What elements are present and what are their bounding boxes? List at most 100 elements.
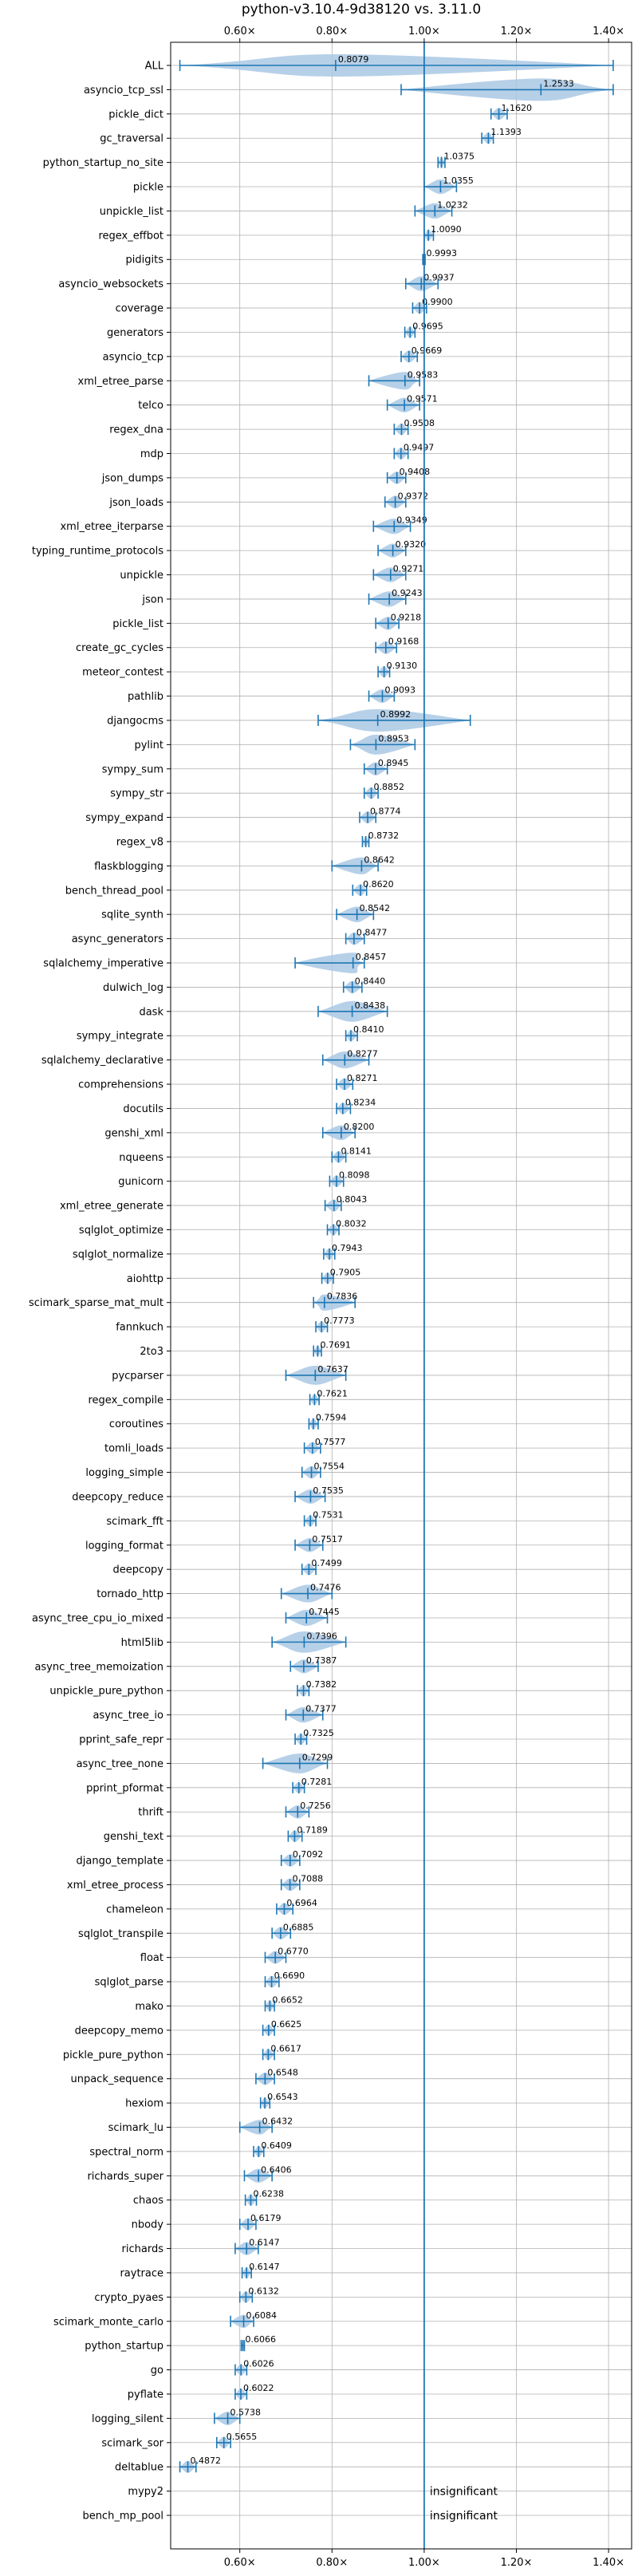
benchmark-label: pickle_pure_python	[63, 2049, 163, 2061]
value-label: 0.6022	[243, 2383, 274, 2393]
value-label: 0.7577	[315, 1437, 346, 1447]
benchmark-label: sympy_sum	[102, 763, 163, 775]
value-label: 0.9271	[393, 564, 424, 574]
value-label: 0.7517	[312, 1534, 343, 1544]
value-label: 0.7387	[306, 1655, 337, 1666]
benchmark-label: unpack_sequence	[70, 2073, 163, 2085]
benchmark-label: richards_super	[87, 2171, 163, 2183]
benchmark-label: html5lib	[121, 1637, 163, 1649]
benchmark-label: tomli_loads	[104, 1443, 163, 1455]
value-label: 1.1620	[502, 103, 533, 113]
benchmark-label: deepcopy_memo	[75, 2025, 163, 2037]
benchmark-label: gc_traversal	[100, 133, 163, 145]
value-label: 0.6409	[261, 2140, 292, 2151]
value-label: 0.8440	[355, 976, 386, 986]
benchmark-label: pickle_dict	[108, 108, 163, 120]
benchmark-label: create_gc_cycles	[76, 642, 163, 654]
value-label: 0.9349	[396, 515, 427, 526]
value-label: 0.9497	[404, 442, 435, 452]
value-label: 1.0375	[444, 152, 475, 162]
benchmark-label: json_dumps	[101, 472, 163, 484]
benchmark-label: logging_simple	[85, 1467, 163, 1479]
benchmark-label: xml_etree_process	[67, 1880, 163, 1892]
value-label: 0.8438	[355, 1000, 386, 1011]
value-label: 0.6406	[261, 2164, 292, 2175]
value-label: 0.7377	[305, 1704, 337, 1714]
benchmark-label: go	[151, 2365, 163, 2377]
chart-title: python-v3.10.4-9d38120 vs. 3.11.0	[242, 2, 481, 18]
benchmark-label: sympy_expand	[85, 812, 163, 824]
benchmark-label: json	[141, 594, 163, 606]
x-tick-label-top: 1.00×	[408, 26, 440, 37]
benchmark-label: regex_dna	[109, 424, 163, 436]
value-label: 0.7535	[313, 1485, 344, 1496]
value-label: 0.8477	[356, 928, 388, 938]
benchmark-label: python_startup_no_site	[43, 157, 163, 169]
value-label: 0.8410	[353, 1024, 384, 1035]
value-label: 1.0232	[437, 199, 468, 210]
value-label: 0.8945	[378, 758, 409, 768]
benchmark-label: mypy2	[128, 2486, 163, 2498]
benchmark-label: sqlite_synth	[101, 909, 163, 921]
benchmark-label: logging_silent	[92, 2413, 163, 2425]
benchmark-label: richards	[122, 2243, 164, 2255]
value-label: 0.7396	[306, 1631, 337, 1641]
x-tick-label-top: 0.80×	[316, 26, 348, 37]
benchmark-label: scimark_sor	[101, 2437, 163, 2449]
value-label: 0.8277	[347, 1049, 378, 1059]
benchmark-label: typing_runtime_protocols	[32, 546, 163, 558]
value-label: 0.7088	[293, 1873, 324, 1884]
value-label: 0.8271	[347, 1073, 378, 1083]
value-label: 0.7281	[301, 1777, 333, 1787]
benchmark-label: pycparser	[112, 1370, 163, 1382]
value-label: 0.6964	[286, 1898, 317, 1908]
benchmark-label: unpickle	[120, 570, 163, 582]
benchmark-label: pidigits	[126, 254, 164, 266]
value-label: 0.6625	[271, 2019, 302, 2030]
benchmark-label: xml_etree_iterparse	[60, 521, 163, 533]
benchmark-label: pickle_list	[112, 618, 163, 630]
value-label: 0.9508	[404, 418, 435, 428]
benchmark-label: regex_compile	[88, 1395, 163, 1406]
value-label: 0.8953	[378, 733, 409, 744]
benchmark-label: sqlglot_parse	[95, 1977, 163, 1989]
benchmark-label: aiohttp	[127, 1273, 163, 1285]
benchmark-label: nqueens	[119, 1152, 163, 1164]
value-label: 0.7499	[311, 1558, 342, 1568]
benchmark-label: logging_format	[85, 1540, 163, 1552]
value-label: 0.6238	[253, 2189, 284, 2199]
benchmark-label: async_tree_cpu_io_mixed	[32, 1612, 163, 1624]
benchmark-label: sympy_str	[110, 788, 163, 800]
value-label: 0.8043	[337, 1194, 368, 1205]
insignificant-label: insignificant	[430, 2510, 498, 2523]
benchmark-label: spectral_norm	[89, 2146, 163, 2158]
value-label: 1.1393	[490, 127, 522, 137]
benchmark-label: djangocms	[107, 715, 163, 727]
value-label: 0.9937	[423, 273, 455, 283]
value-label: 0.9408	[400, 467, 430, 477]
benchmark-label: dask	[139, 1006, 163, 1018]
benchmark-label: meteor_contest	[82, 667, 163, 679]
benchmark-label: fannkuch	[116, 1322, 163, 1334]
value-label: 0.7325	[303, 1728, 334, 1738]
benchmark-label: comprehensions	[78, 1079, 163, 1091]
value-label: 0.8992	[380, 709, 411, 720]
value-label: 0.5738	[230, 2407, 262, 2417]
benchmark-label: generators	[107, 327, 163, 339]
benchmark-label: asyncio_websockets	[58, 278, 163, 290]
benchmark-label: chaos	[133, 2195, 163, 2207]
value-label: 0.8234	[345, 1097, 376, 1107]
value-label: 0.6147	[249, 2238, 280, 2248]
value-label: 0.9695	[412, 321, 443, 331]
value-label: 0.7445	[309, 1607, 340, 1617]
value-label: 0.8620	[363, 879, 394, 890]
benchmark-label: sqlalchemy_declarative	[41, 1055, 163, 1067]
benchmark-label: deltablue	[115, 2462, 163, 2474]
value-label: 0.6179	[250, 2213, 282, 2223]
benchmark-label: regex_effbot	[98, 230, 163, 242]
value-label: 0.8852	[374, 782, 405, 792]
value-label: 0.7092	[293, 1849, 324, 1860]
value-label: 0.8642	[364, 854, 395, 865]
value-label: 0.7637	[317, 1364, 349, 1375]
x-tick-label-top: 0.60×	[224, 26, 256, 37]
